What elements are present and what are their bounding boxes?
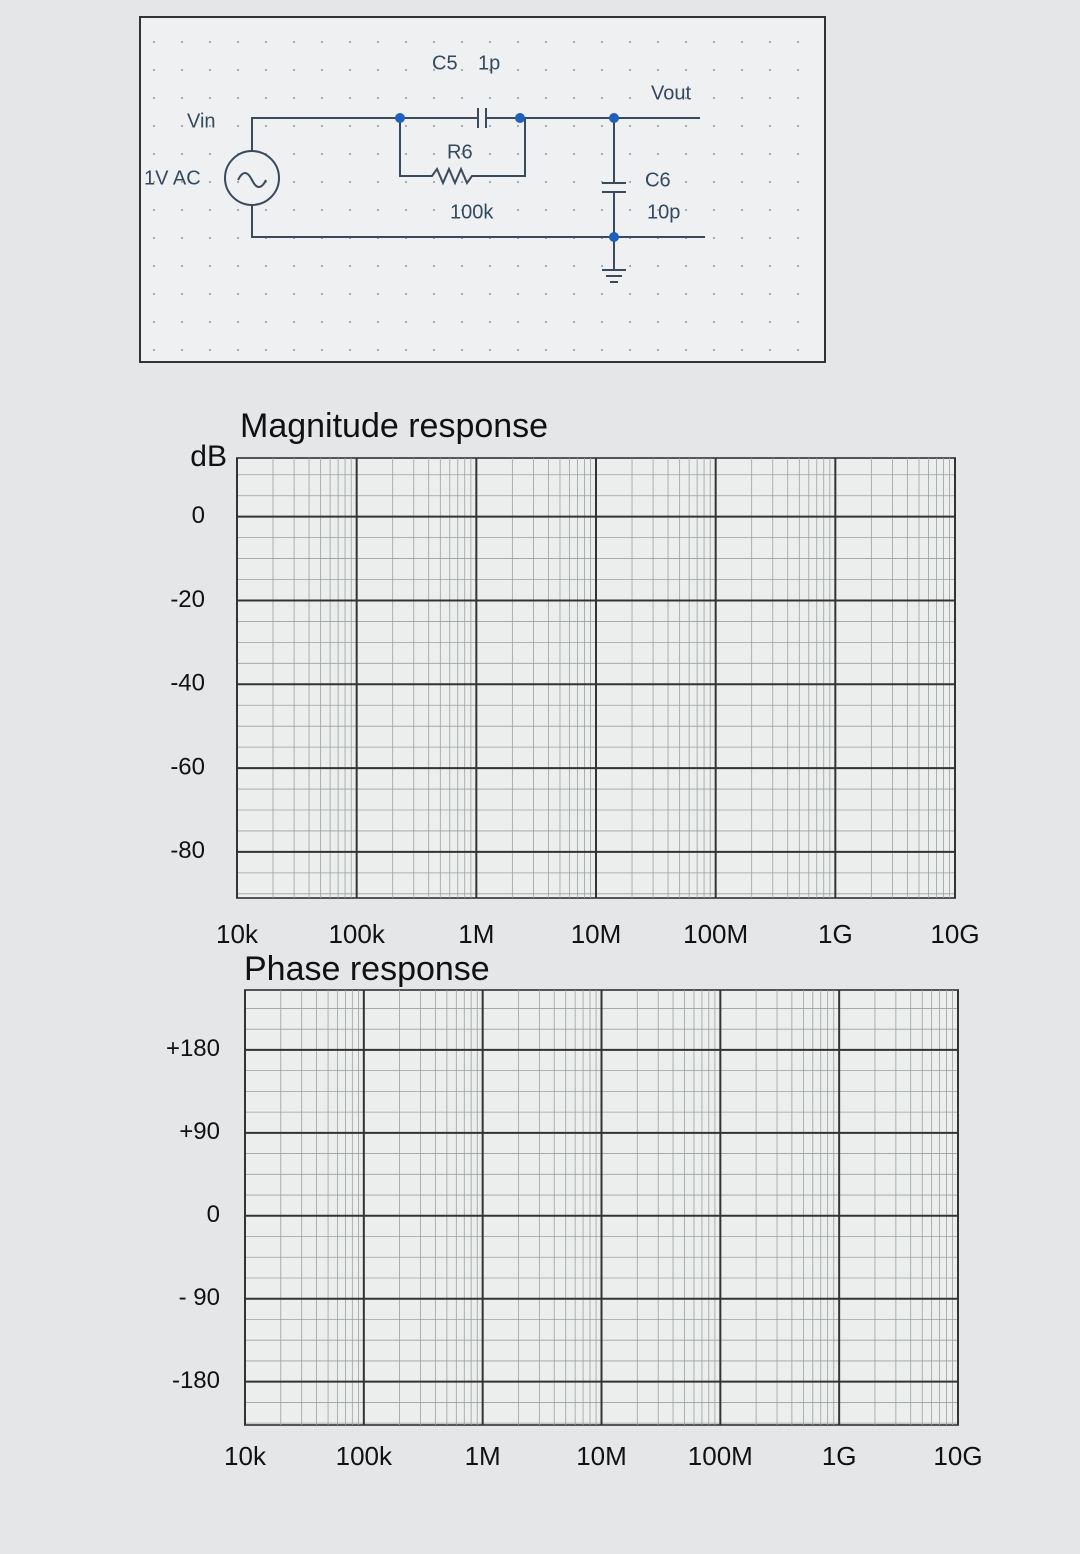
r6-value: 100k [450,201,494,223]
node [515,113,525,123]
x-tick-label: 100M [688,1441,753,1471]
y-tick-label: - 90 [179,1284,220,1311]
x-tick-label: 1M [465,1441,501,1471]
c6-name: C6 [645,169,671,191]
c5-value: 1p [478,52,500,74]
y-tick-label: +90 [179,1118,220,1145]
y-tick-label: -60 [170,753,205,780]
x-tick-label: 100k [336,1441,393,1471]
y-axis-label: dB [190,440,227,473]
y-tick-label: -20 [170,586,205,613]
y-tick-label: +180 [166,1035,220,1062]
x-tick-label: 10M [571,919,622,949]
chart-title: Phase response [244,950,490,988]
nodes [395,113,619,242]
y-tick-label: -40 [170,670,205,697]
x-tick-label: 100M [683,919,748,949]
vout-label: Vout [651,82,691,104]
ac-symbol [237,172,267,188]
y-tick-label: -180 [172,1367,220,1394]
x-tick-label: 10k [216,919,259,949]
node [609,232,619,242]
ac-source [224,150,280,206]
node [395,113,405,123]
source-label: 1V AC [144,167,201,189]
x-tick-label: 10k [224,1441,267,1471]
capacitor-plates [477,108,626,193]
x-tick-label: 1G [822,1441,857,1471]
x-tick-label: 10M [576,1441,627,1471]
wires [251,117,705,283]
chart-title: Magnitude response [240,407,548,445]
c5-name: C5 [432,52,458,74]
y-tick-label: -80 [170,837,205,864]
x-tick-label: 10G [933,1441,982,1471]
schematic-dots [141,18,824,361]
x-tick-label: 1G [818,919,853,949]
r6-name: R6 [447,141,473,163]
c6-value: 10p [647,201,680,223]
circuit: C5 1p Vin 1V AC R6 100k Vout C6 10p [139,16,826,363]
node [609,113,619,123]
y-tick-label: 0 [192,502,205,529]
x-tick-label: 100k [328,919,385,949]
vin-label: Vin [187,110,216,132]
x-tick-label: 10G [930,919,979,949]
y-tick-label: 0 [207,1201,220,1228]
x-tick-label: 1M [458,919,494,949]
